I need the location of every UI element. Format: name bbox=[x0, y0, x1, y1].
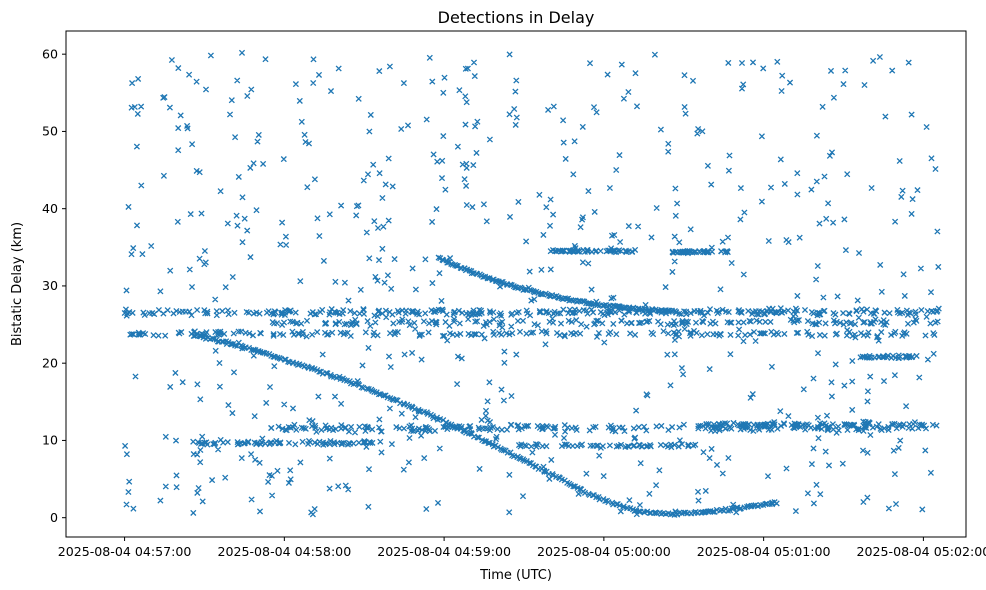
series-clutter-band-24km bbox=[127, 327, 938, 340]
y-tick-label: 30 bbox=[42, 278, 58, 293]
series-clutter-band-12km bbox=[268, 421, 940, 435]
series-target-track-upper bbox=[435, 254, 680, 316]
x-tick-label: 2025-08-04 05:00:00 bbox=[537, 544, 671, 559]
x-tick-label: 2025-08-04 04:57:00 bbox=[58, 544, 192, 559]
y-tick-label: 10 bbox=[42, 433, 58, 448]
series-clutter-band-21km-right bbox=[857, 352, 916, 362]
series-clutter-band-25km bbox=[269, 316, 941, 329]
series-clutter-band-10km-left bbox=[190, 437, 376, 448]
plot-border bbox=[65, 30, 967, 538]
x-tick-label: 2025-08-04 05:02:00 bbox=[857, 544, 986, 559]
x-tick-label: 2025-08-04 05:01:00 bbox=[697, 544, 831, 559]
y-tick-label: 40 bbox=[42, 201, 58, 216]
series-clutter-band-34km-b bbox=[669, 247, 731, 257]
y-tick-label: 0 bbox=[50, 510, 58, 525]
series-clutter-band-9km-mid bbox=[515, 441, 699, 451]
y-tick-label: 60 bbox=[42, 46, 58, 61]
x-tick-label: 2025-08-04 04:59:00 bbox=[377, 544, 511, 559]
x-axis-label: Time (UTC) bbox=[479, 568, 552, 583]
series-clutter-band-34km-a bbox=[547, 246, 639, 256]
y-tick-label: 50 bbox=[42, 124, 58, 139]
series-target-track-descending bbox=[188, 330, 780, 518]
y-tick-label: 20 bbox=[42, 355, 58, 370]
chart-title: Detections in Delay bbox=[438, 8, 595, 27]
y-axis-label: Bistatic Delay (km) bbox=[10, 222, 25, 346]
scatter-points bbox=[121, 49, 942, 518]
axes: 2025-08-04 04:57:00 2025-08-04 04:58:00 20… bbox=[42, 30, 986, 559]
x-tick-label: 2025-08-04 04:58:00 bbox=[217, 544, 351, 559]
series-clutter-band-12km-right bbox=[703, 419, 928, 430]
